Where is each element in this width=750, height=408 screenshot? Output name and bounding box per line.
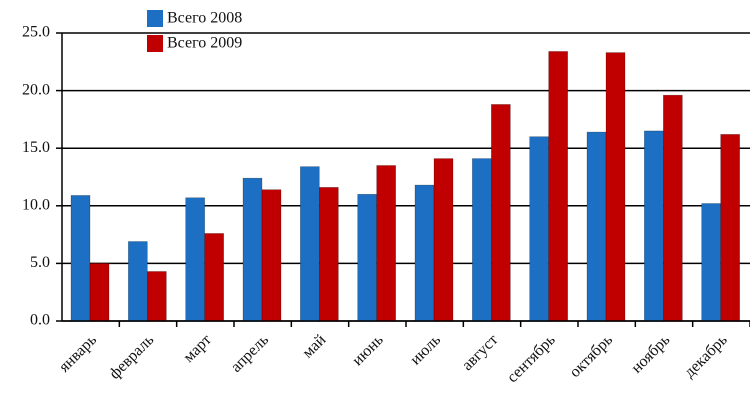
bar (185, 197, 205, 322)
legend-swatch (147, 10, 163, 27)
y-tick-label: 5.0 (30, 254, 50, 271)
x-tick-label: июнь (349, 331, 387, 369)
bar (261, 189, 282, 322)
bar (433, 158, 454, 322)
bar (663, 94, 683, 322)
legend-label: Всего 2008 (167, 10, 242, 27)
y-tick-label: 10.0 (22, 196, 50, 213)
x-tick-label: март (180, 331, 215, 366)
bar (472, 158, 492, 322)
bar (300, 166, 320, 322)
bar (529, 136, 549, 322)
bar (548, 51, 568, 322)
y-tick-label: 20.0 (22, 81, 50, 98)
x-tick-label: апрель (228, 331, 272, 375)
x-tick-label: октябрь (566, 331, 616, 381)
bar (319, 187, 339, 322)
x-tick-label: ноябрь (628, 331, 673, 376)
x-tick-label: январь (56, 331, 100, 375)
bar (89, 263, 110, 322)
bar (70, 195, 91, 322)
bar (605, 52, 626, 322)
x-tick-label: декабрь (681, 331, 731, 381)
bar (357, 193, 377, 322)
y-tick-label: 15.0 (22, 139, 50, 156)
legend-swatch (147, 35, 163, 52)
bar (414, 184, 435, 322)
bar (720, 134, 740, 322)
bar (242, 177, 263, 322)
bar (204, 233, 224, 322)
x-tick-label: февраль (106, 331, 157, 382)
bar (147, 271, 167, 322)
x-tick-label: сентябрь (504, 331, 559, 386)
x-tick-label: июль (407, 331, 444, 368)
bar (491, 104, 511, 322)
bar (644, 130, 664, 322)
bar (128, 241, 148, 322)
legend-label: Всего 2009 (167, 35, 242, 52)
x-tick-label: август (459, 331, 502, 374)
x-tick-label: май (299, 331, 329, 361)
y-tick-label: 25.0 (22, 24, 50, 41)
bar (376, 165, 396, 322)
bar (586, 131, 607, 322)
bar (701, 203, 721, 322)
y-tick-label: 0.0 (30, 312, 50, 329)
